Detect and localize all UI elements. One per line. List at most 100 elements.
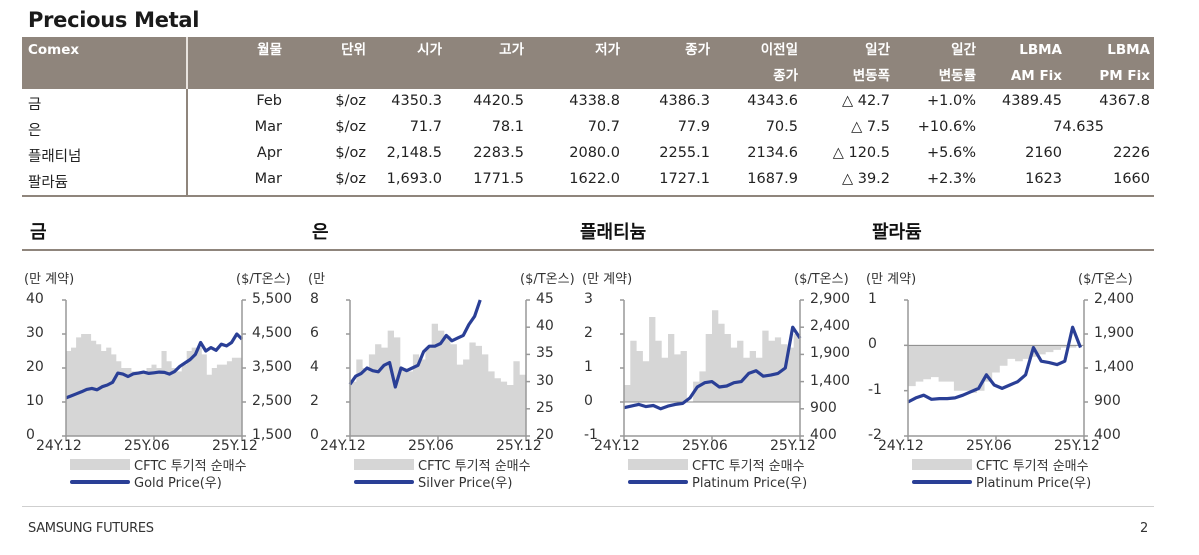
x-tick: 24Y.12: [320, 438, 366, 454]
legend-label: CFTC 투기적 순매수: [692, 459, 805, 474]
y-left-tick: -2: [868, 427, 882, 443]
cell-prev-close: 2134.6: [747, 145, 798, 161]
legend-label: Platinum Price(우): [692, 476, 808, 491]
cell-open: 2,148.5: [386, 145, 442, 161]
legend-label: CFTC 투기적 순매수: [134, 459, 247, 474]
section-title-palladium: 팔라듐: [872, 222, 922, 243]
legend-line-swatch: [912, 479, 972, 484]
y-right-tick: 1,900: [810, 345, 851, 362]
cell-name: 은: [28, 123, 42, 139]
x-tick: 24Y.12: [878, 438, 924, 454]
legend-label: Silver Price(우): [418, 476, 513, 491]
table-row: 플래티넘 Apr $/oz 2,148.5 2283.5 2080.0 2255.1 2134…: [22, 142, 1154, 168]
y-left-tick: -1: [868, 381, 882, 398]
legend-label: CFTC 투기적 순매수: [976, 459, 1089, 474]
col-am-fix-2: AM Fix: [1010, 68, 1062, 84]
cell-unit: $/oz: [335, 145, 366, 161]
chart-platinum: (만 계약) ($/T온스) 3 2 1 0 -1 2,900 2,400 1,900 1,400 9…: [580, 264, 870, 504]
cell-change: △ 42.7: [841, 93, 890, 109]
table-body: 금 Feb $/oz 4350.3 4420.5 4338.8 4386.3 4343.6 △ …: [22, 89, 1154, 197]
y-axis-right-label: ($/T온스): [236, 272, 291, 287]
x-tick: 25Y.06: [682, 438, 728, 454]
chart-plot: [346, 299, 530, 440]
cell-name: 금: [28, 97, 42, 113]
cell-prev-close: 70.5: [765, 119, 798, 135]
cell-name: 플래티넘: [28, 149, 82, 165]
cell-am-fix: 4389.45: [1002, 93, 1062, 109]
y-right-tick: 35: [536, 345, 554, 362]
x-tick: 24Y.12: [594, 438, 640, 454]
chart-gold: (만 계약) ($/T온스) 40 30 20 10 0 5,500 4,500 3,500 2,5…: [22, 264, 312, 504]
col-close: 종가: [685, 42, 710, 58]
col-high: 고가: [499, 42, 524, 58]
y-left-tick: 20: [26, 359, 44, 375]
legend-item-cftc: CFTC 투기적 순매수: [354, 456, 531, 474]
cell-low: 2080.0: [569, 145, 620, 161]
y-left-tick: 4: [310, 359, 319, 375]
y-left-tick: -1: [584, 427, 598, 443]
col-pm-fix-1: LBMA: [1107, 42, 1150, 58]
y-right-tick: 900: [810, 399, 837, 416]
cell-close: 77.9: [677, 119, 710, 135]
cell-pm-fix: 1660: [1113, 171, 1150, 187]
y-axis-right-label: ($/T온스): [520, 272, 575, 287]
col-change-pct-1: 일간: [951, 42, 976, 58]
chart-silver: (만 ($/T온스) 8 6 4 2 0 45 40 35 30 25 20 24Y.12 25Y.06 25…: [306, 264, 596, 504]
price-line: [348, 299, 482, 389]
price-line: [907, 325, 1082, 404]
y-axis-right-label: ($/T온스): [1078, 272, 1133, 287]
legend-item-price: Gold Price(우): [70, 473, 247, 491]
cell-month: Mar: [254, 119, 282, 135]
cell-name: 팔라듐: [28, 175, 69, 191]
section-title-silver: 은: [312, 222, 329, 243]
y-axis-left-label: (만: [308, 272, 326, 287]
cftc-area: [624, 310, 800, 402]
cell-unit: $/oz: [335, 171, 366, 187]
cell-low: 4338.8: [569, 93, 620, 109]
legend-item-price: Silver Price(우): [354, 473, 531, 491]
col-unit: 단위: [341, 42, 366, 58]
cell-high: 2283.5: [473, 145, 524, 161]
col-prev-close-1: 이전일: [760, 42, 798, 58]
x-tick: 25Y.06: [408, 438, 454, 454]
col-open: 시가: [417, 42, 442, 58]
cell-pm-fix: 2226: [1113, 145, 1150, 161]
y-left-tick: 30: [26, 325, 44, 341]
y-axis-left-label: (만 계약): [582, 272, 633, 287]
x-tick: 25Y.12: [1054, 438, 1100, 454]
cell-open: 71.7: [409, 119, 442, 135]
cell-prev-close: 1687.9: [747, 171, 798, 187]
cell-unit: $/oz: [335, 93, 366, 109]
y-right-tick: 400: [810, 427, 837, 443]
chart-legend: CFTC 투기적 순매수 Platinum Price(우): [628, 456, 808, 491]
y-left-tick: 2: [310, 393, 319, 409]
legend-label: Platinum Price(우): [976, 476, 1092, 491]
y-left-tick: 0: [26, 427, 35, 443]
cell-close: 1727.1: [659, 171, 710, 187]
price-line: [623, 325, 802, 411]
chart-palladium: (만 계약) ($/T온스) 1 0 -1 -2 2,400 1,900 1,400 900 400…: [864, 264, 1154, 504]
x-tick: 24Y.12: [36, 438, 82, 454]
col-low: 저가: [595, 42, 620, 58]
y-right-tick: 900: [1094, 393, 1121, 409]
y-right-tick: 30: [536, 372, 554, 389]
y-left-tick: 0: [868, 336, 877, 353]
cell-low: 1622.0: [569, 171, 620, 187]
cell-low: 70.7: [587, 119, 620, 135]
legend-item-price: Platinum Price(우): [628, 473, 808, 491]
y-right-tick: 3,500: [252, 359, 293, 375]
section-title-platinum: 플래티늄: [580, 222, 647, 243]
y-right-tick: 40: [536, 318, 554, 335]
legend-label: CFTC 투기적 순매수: [418, 459, 531, 474]
y-left-tick: 10: [26, 393, 44, 409]
cell-high: 78.1: [491, 119, 524, 135]
col-pm-fix-2: PM Fix: [1099, 68, 1150, 84]
y-right-tick: 1,400: [1094, 359, 1135, 375]
cell-change: △ 120.5: [832, 145, 890, 161]
section-title-gold: 금: [30, 222, 47, 243]
cell-am-fix: 1623: [1025, 171, 1062, 187]
legend-line-swatch: [70, 479, 130, 484]
cell-am-fix: 2160: [1025, 145, 1062, 161]
y-right-tick: 2,400: [1094, 291, 1135, 307]
legend-area-swatch: [628, 459, 688, 470]
